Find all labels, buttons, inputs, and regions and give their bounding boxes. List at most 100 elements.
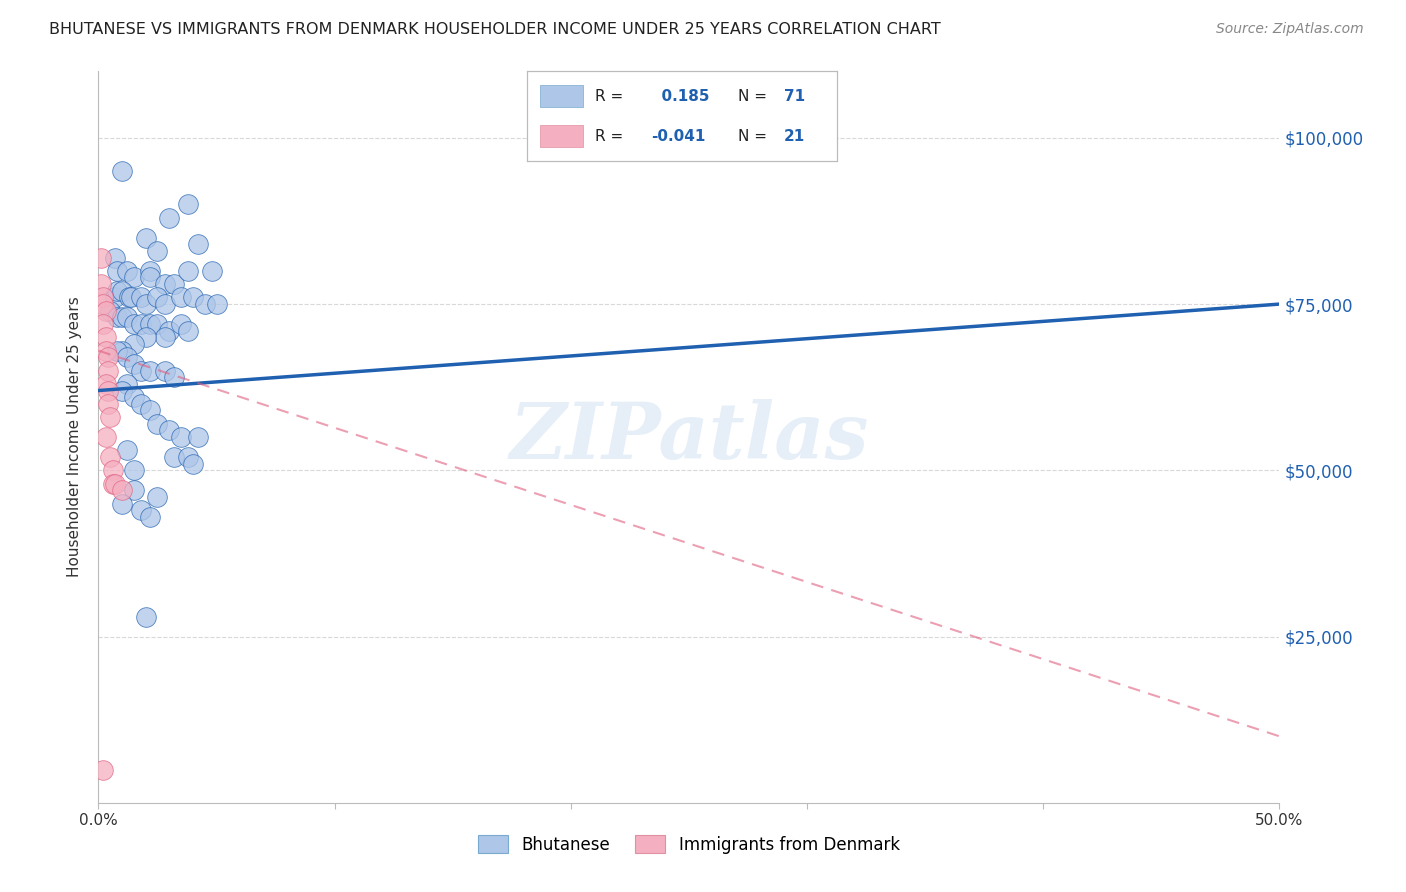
Point xyxy=(91,290,114,304)
Point xyxy=(177,450,200,464)
Point xyxy=(90,277,112,292)
Point xyxy=(163,277,186,292)
Point xyxy=(177,264,200,278)
Point xyxy=(104,290,127,304)
Point xyxy=(177,324,200,338)
Point xyxy=(98,450,121,464)
Point xyxy=(163,370,186,384)
Point xyxy=(139,363,162,377)
Point xyxy=(129,317,152,331)
Point xyxy=(122,337,145,351)
Point xyxy=(97,351,120,365)
Point xyxy=(91,297,114,311)
Text: 71: 71 xyxy=(785,89,806,103)
Point xyxy=(118,290,141,304)
Point xyxy=(90,251,112,265)
Point xyxy=(129,290,152,304)
Point xyxy=(170,430,193,444)
Point xyxy=(129,503,152,517)
Point xyxy=(111,483,134,498)
Point xyxy=(153,297,176,311)
Point xyxy=(97,384,120,398)
Point xyxy=(115,443,138,458)
Point xyxy=(139,509,162,524)
Point xyxy=(139,270,162,285)
Point xyxy=(98,410,121,425)
Point xyxy=(201,264,224,278)
Text: R =: R = xyxy=(595,89,623,103)
Point xyxy=(157,211,180,225)
Point xyxy=(94,430,117,444)
Point xyxy=(94,376,117,391)
Point xyxy=(139,317,162,331)
Point xyxy=(121,290,143,304)
Point xyxy=(105,264,128,278)
Point xyxy=(194,297,217,311)
Point xyxy=(94,343,117,358)
Point xyxy=(122,270,145,285)
Point xyxy=(135,230,157,244)
Point xyxy=(153,277,176,292)
FancyBboxPatch shape xyxy=(540,125,583,147)
Point xyxy=(111,310,134,325)
Point xyxy=(170,290,193,304)
Point xyxy=(104,251,127,265)
Text: N =: N = xyxy=(738,89,766,103)
Point xyxy=(177,197,200,211)
Text: 21: 21 xyxy=(785,129,806,144)
Point xyxy=(115,264,138,278)
Point xyxy=(111,497,134,511)
Point xyxy=(146,290,169,304)
Point xyxy=(139,264,162,278)
Point xyxy=(163,450,186,464)
Point xyxy=(122,317,145,331)
Text: Source: ZipAtlas.com: Source: ZipAtlas.com xyxy=(1216,22,1364,37)
Point xyxy=(153,330,176,344)
Y-axis label: Householder Income Under 25 years: Householder Income Under 25 years xyxy=(67,297,83,577)
Point xyxy=(91,763,114,777)
Text: R =: R = xyxy=(595,129,623,144)
Text: BHUTANESE VS IMMIGRANTS FROM DENMARK HOUSEHOLDER INCOME UNDER 25 YEARS CORRELATI: BHUTANESE VS IMMIGRANTS FROM DENMARK HOU… xyxy=(49,22,941,37)
Text: 0.185: 0.185 xyxy=(651,89,710,103)
Point xyxy=(157,324,180,338)
Point xyxy=(146,417,169,431)
Point xyxy=(111,384,134,398)
Point xyxy=(94,330,117,344)
Point xyxy=(157,424,180,438)
FancyBboxPatch shape xyxy=(540,85,583,107)
Point xyxy=(122,483,145,498)
Point xyxy=(105,284,128,298)
Point xyxy=(170,317,193,331)
Text: ZIPatlas: ZIPatlas xyxy=(509,399,869,475)
Point xyxy=(101,463,124,477)
Point xyxy=(129,363,152,377)
Point xyxy=(115,351,138,365)
Point xyxy=(115,310,138,325)
Point xyxy=(98,303,121,318)
Point xyxy=(91,317,114,331)
Point xyxy=(122,357,145,371)
Point xyxy=(205,297,228,311)
Text: -0.041: -0.041 xyxy=(651,129,706,144)
Point xyxy=(115,376,138,391)
Point xyxy=(135,609,157,624)
Point xyxy=(181,457,204,471)
Point xyxy=(97,363,120,377)
Point xyxy=(187,430,209,444)
Point xyxy=(111,164,134,178)
Legend: Bhutanese, Immigrants from Denmark: Bhutanese, Immigrants from Denmark xyxy=(471,829,907,860)
Point xyxy=(94,303,117,318)
Point xyxy=(122,390,145,404)
Point xyxy=(104,476,127,491)
Point xyxy=(135,297,157,311)
Point xyxy=(105,343,128,358)
Point xyxy=(181,290,204,304)
Text: N =: N = xyxy=(738,129,766,144)
Point xyxy=(105,310,128,325)
Point xyxy=(139,403,162,417)
Point xyxy=(101,476,124,491)
Point xyxy=(135,330,157,344)
Point xyxy=(122,463,145,477)
Point xyxy=(153,363,176,377)
Point xyxy=(146,490,169,504)
